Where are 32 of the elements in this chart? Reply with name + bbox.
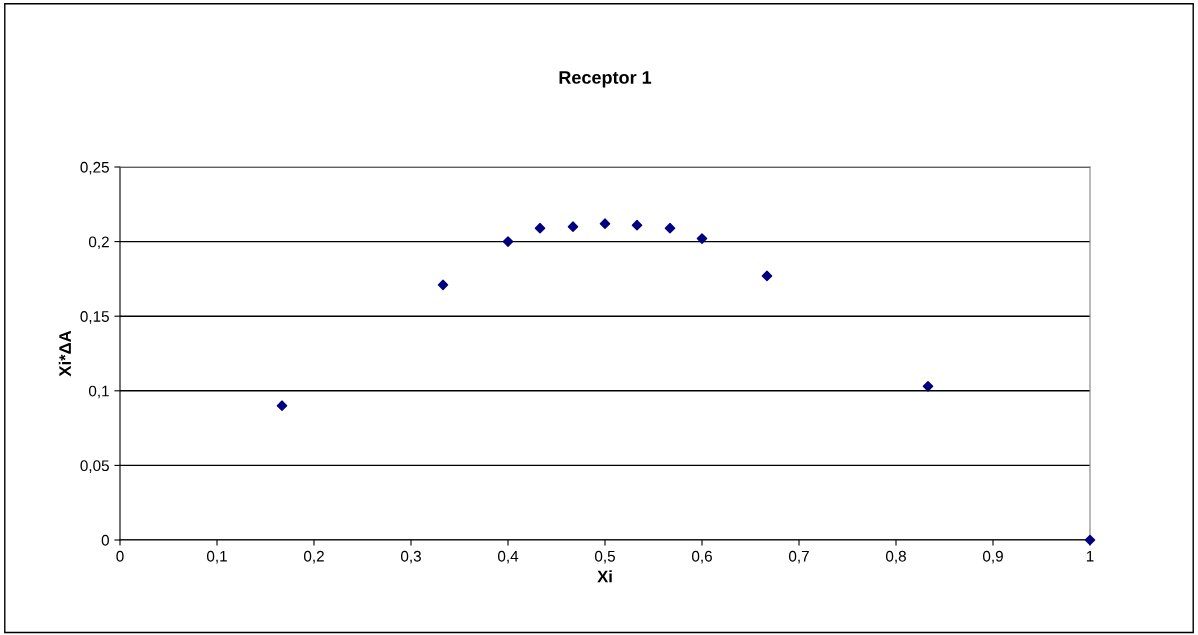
x-tick-label: 0,1 [206, 550, 227, 564]
x-tick-label: 0,2 [303, 550, 324, 564]
point [502, 236, 514, 247]
point [631, 219, 643, 231]
point [437, 279, 449, 291]
point [276, 400, 288, 412]
x-tick-label: 0,4 [497, 550, 519, 564]
point [599, 218, 611, 229]
y-tick-label: 0,1 [88, 385, 109, 399]
x-tick-label: 0,6 [691, 550, 712, 564]
point [1084, 534, 1096, 546]
x-tick-label: 0 [116, 550, 124, 562]
x-tick-label: 1 [1086, 550, 1094, 562]
point [664, 222, 676, 234]
x-axis-title: Xi [597, 570, 612, 583]
y-tick-label: 0 [101, 534, 109, 546]
x-tick-label: 0,5 [594, 550, 615, 564]
y-tick-label: 0,15 [80, 311, 109, 324]
x-tick-label: 0,7 [788, 550, 809, 564]
chart-title: Receptor 1 [559, 71, 652, 88]
x-tick-label: 0,8 [885, 550, 906, 564]
point [567, 221, 579, 232]
y-axis-title: Xi*ΔA [58, 330, 71, 377]
point [696, 233, 708, 244]
point [922, 381, 934, 392]
point [534, 222, 546, 234]
point [761, 270, 773, 282]
y-tick-label: 0,25 [80, 161, 109, 175]
x-tick-label: 0,9 [982, 550, 1003, 564]
y-tick-label: 0,2 [88, 236, 109, 250]
x-tick-label: 0,3 [400, 550, 421, 564]
y-tick-label: 0,05 [80, 460, 109, 473]
